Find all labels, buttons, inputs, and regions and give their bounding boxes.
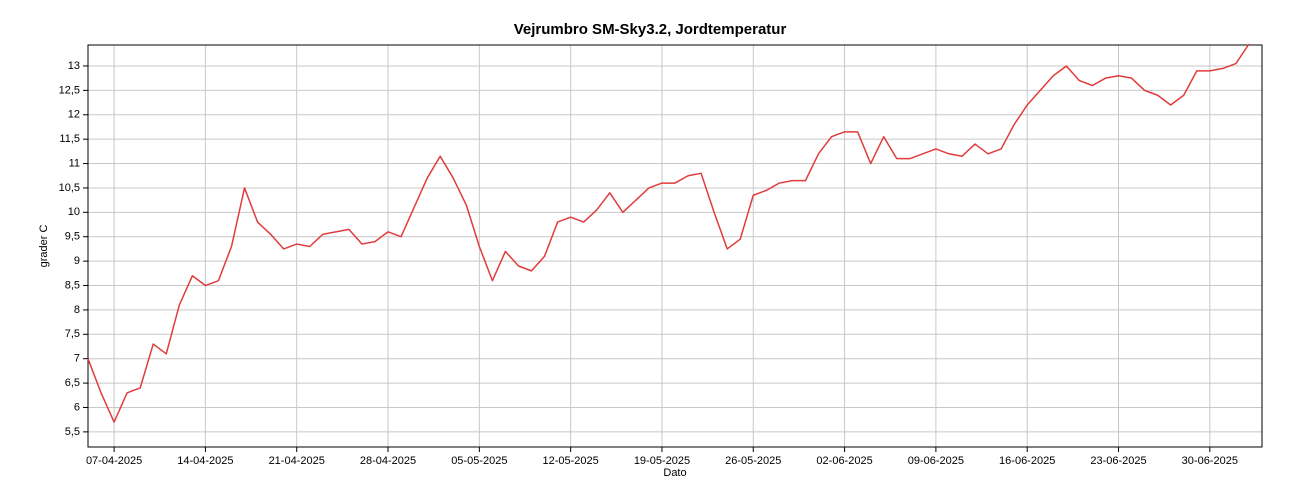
y-tick-label: 7,5 bbox=[65, 328, 80, 340]
y-tick-label: 11 bbox=[69, 157, 80, 169]
y-tick-label: 9,5 bbox=[65, 231, 80, 243]
x-axis-label: Dato bbox=[663, 467, 686, 479]
y-tick-label: 9 bbox=[74, 255, 80, 267]
x-tick-label: 09-06-2025 bbox=[908, 455, 964, 467]
x-tick-label: 14-04-2025 bbox=[177, 455, 233, 467]
plot-frame bbox=[87, 44, 1263, 448]
y-tick-label: 7 bbox=[74, 353, 80, 365]
y-tick-label: 12,5 bbox=[59, 84, 80, 96]
y-tick-label: 11,5 bbox=[59, 133, 80, 145]
x-tick-label: 21-04-2025 bbox=[269, 455, 325, 467]
x-tick-label: 02-06-2025 bbox=[816, 455, 872, 467]
x-tick-label: 19-05-2025 bbox=[634, 455, 690, 467]
x-tick-label: 28-04-2025 bbox=[360, 455, 416, 467]
x-tick-label: 30-06-2025 bbox=[1182, 455, 1238, 467]
y-tick-label: 12 bbox=[68, 109, 80, 121]
chart-title: Vejrumbro SM-Sky3.2, Jordtemperatur bbox=[514, 21, 787, 38]
y-tick-label: 8 bbox=[74, 304, 80, 316]
x-tick-label: 26-05-2025 bbox=[725, 455, 781, 467]
y-tick-label: 13 bbox=[68, 60, 80, 72]
y-tick-label: 8,5 bbox=[65, 279, 80, 291]
data-line bbox=[87, 43, 1250, 423]
y-tick-label: 5,5 bbox=[65, 426, 80, 438]
x-tick-label: 05-05-2025 bbox=[451, 455, 507, 467]
x-tick-label: 16-06-2025 bbox=[999, 455, 1055, 467]
y-tick-label: 10,5 bbox=[59, 182, 80, 194]
y-tick-label: 10 bbox=[68, 206, 80, 218]
x-tick-label: 07-04-2025 bbox=[86, 455, 142, 467]
x-tick-label: 23-06-2025 bbox=[1090, 455, 1146, 467]
y-tick-label: 6 bbox=[74, 401, 80, 413]
y-tick-label: 6,5 bbox=[65, 377, 80, 389]
y-axis-label: grader C bbox=[38, 225, 50, 268]
x-tick-label: 12-05-2025 bbox=[543, 455, 599, 467]
